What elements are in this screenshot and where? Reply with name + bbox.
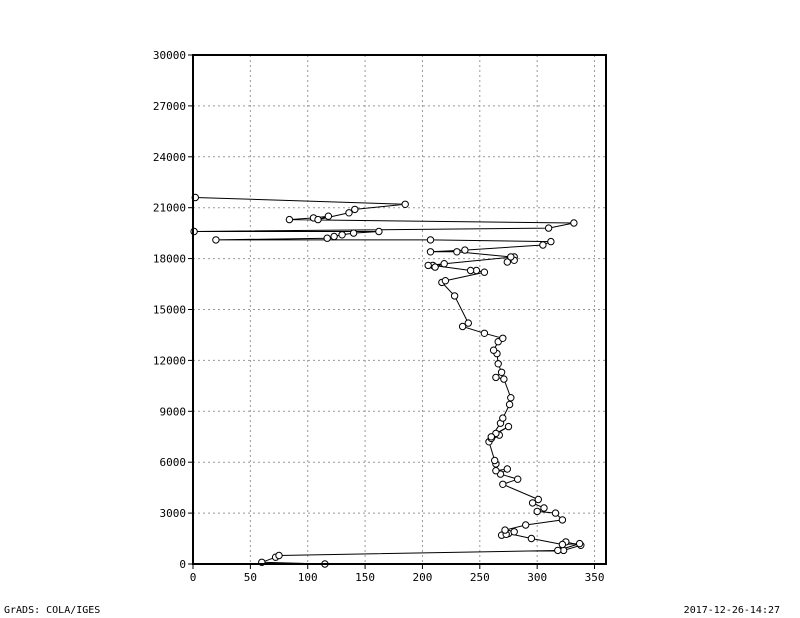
x-tick-label: 250 bbox=[470, 571, 490, 584]
x-tick-label: 350 bbox=[585, 571, 605, 584]
data-point bbox=[503, 258, 511, 266]
data-point bbox=[497, 368, 506, 376]
x-tick-labels: 0 50 100 150 200 250 300 350 bbox=[190, 571, 605, 584]
data-point bbox=[338, 231, 346, 239]
footer-credit: GrADS: COLA/IGES bbox=[4, 605, 101, 616]
data-point bbox=[494, 360, 502, 368]
x-tick-label: 200 bbox=[413, 571, 433, 584]
x-tick-label: 100 bbox=[298, 571, 318, 584]
y-tick-labels: 0 3000 6000 9000 12000 15000 18000 21000 24000 27… bbox=[153, 49, 186, 571]
data-point bbox=[275, 551, 283, 560]
y-tick-label: 30000 bbox=[153, 49, 186, 62]
series-line bbox=[194, 197, 583, 565]
y-tick-label: 18000 bbox=[153, 253, 186, 266]
data-point bbox=[285, 215, 294, 224]
x-tick-label: 150 bbox=[355, 571, 375, 584]
data-point bbox=[539, 241, 547, 249]
data-point bbox=[499, 334, 507, 342]
data-point bbox=[540, 504, 548, 512]
y-tick-label: 6000 bbox=[160, 456, 187, 469]
data-point bbox=[440, 260, 448, 268]
data-point bbox=[503, 465, 511, 473]
x-tick-label: 50 bbox=[244, 571, 257, 584]
y-tick-label: 12000 bbox=[153, 354, 186, 367]
y-tick-label: 27000 bbox=[153, 100, 186, 113]
data-point bbox=[212, 236, 220, 244]
data-point bbox=[501, 526, 509, 534]
y-tick-label: 21000 bbox=[153, 202, 186, 215]
data-point bbox=[487, 433, 495, 441]
data-point bbox=[461, 246, 469, 254]
data-point bbox=[558, 540, 567, 549]
data-point bbox=[514, 475, 522, 483]
data-point bbox=[324, 212, 333, 220]
data-point bbox=[330, 232, 338, 241]
data-point bbox=[507, 394, 515, 402]
y-tick-label: 15000 bbox=[153, 304, 186, 317]
data-point bbox=[480, 329, 489, 337]
data-point bbox=[431, 263, 439, 271]
data-point bbox=[480, 268, 489, 276]
tick-marks bbox=[188, 54, 596, 569]
data-point bbox=[426, 248, 435, 256]
x-tick-label: 300 bbox=[527, 571, 547, 584]
data-point bbox=[575, 539, 584, 548]
footer-timestamp: 2017-12-26-14:27 bbox=[683, 605, 780, 616]
data-point bbox=[544, 224, 553, 232]
data-point bbox=[464, 319, 472, 327]
data-point bbox=[345, 209, 353, 217]
y-tick-label: 3000 bbox=[160, 507, 187, 520]
data-point bbox=[547, 237, 555, 246]
data-point bbox=[466, 266, 475, 275]
series-layer bbox=[194, 197, 583, 565]
data-point bbox=[489, 346, 498, 354]
data-point bbox=[522, 521, 530, 529]
data-point bbox=[492, 373, 500, 382]
data-point bbox=[453, 248, 461, 256]
data-point bbox=[441, 277, 450, 285]
data-point bbox=[527, 534, 536, 543]
data-point bbox=[499, 480, 507, 488]
data-point bbox=[401, 200, 409, 209]
data-point bbox=[551, 509, 560, 517]
data-point bbox=[528, 499, 537, 507]
markers-layer bbox=[190, 193, 585, 568]
data-point bbox=[375, 227, 383, 236]
data-point bbox=[424, 261, 432, 270]
data-point bbox=[351, 205, 359, 214]
data-point bbox=[450, 292, 459, 300]
data-point bbox=[505, 400, 514, 409]
data-point bbox=[426, 236, 435, 244]
data-point bbox=[491, 456, 499, 465]
data-point bbox=[349, 229, 358, 237]
data-point bbox=[534, 495, 542, 504]
data-point bbox=[507, 253, 515, 261]
data-point bbox=[570, 219, 578, 227]
data-point bbox=[554, 546, 562, 555]
data-point bbox=[323, 234, 331, 242]
x-tick-label: 0 bbox=[190, 571, 197, 584]
data-point bbox=[499, 414, 507, 422]
data-point bbox=[504, 422, 513, 431]
y-tick-label: 9000 bbox=[160, 405, 187, 418]
data-point bbox=[558, 516, 567, 524]
data-point bbox=[458, 322, 467, 331]
y-tick-label: 0 bbox=[179, 558, 186, 571]
data-point bbox=[500, 375, 508, 383]
grid-lines bbox=[193, 54, 606, 564]
data-point bbox=[314, 215, 322, 224]
y-tick-label: 24000 bbox=[153, 151, 186, 164]
data-point bbox=[533, 507, 541, 516]
data-point bbox=[190, 227, 198, 236]
data-point bbox=[492, 467, 500, 475]
data-point bbox=[510, 528, 518, 536]
